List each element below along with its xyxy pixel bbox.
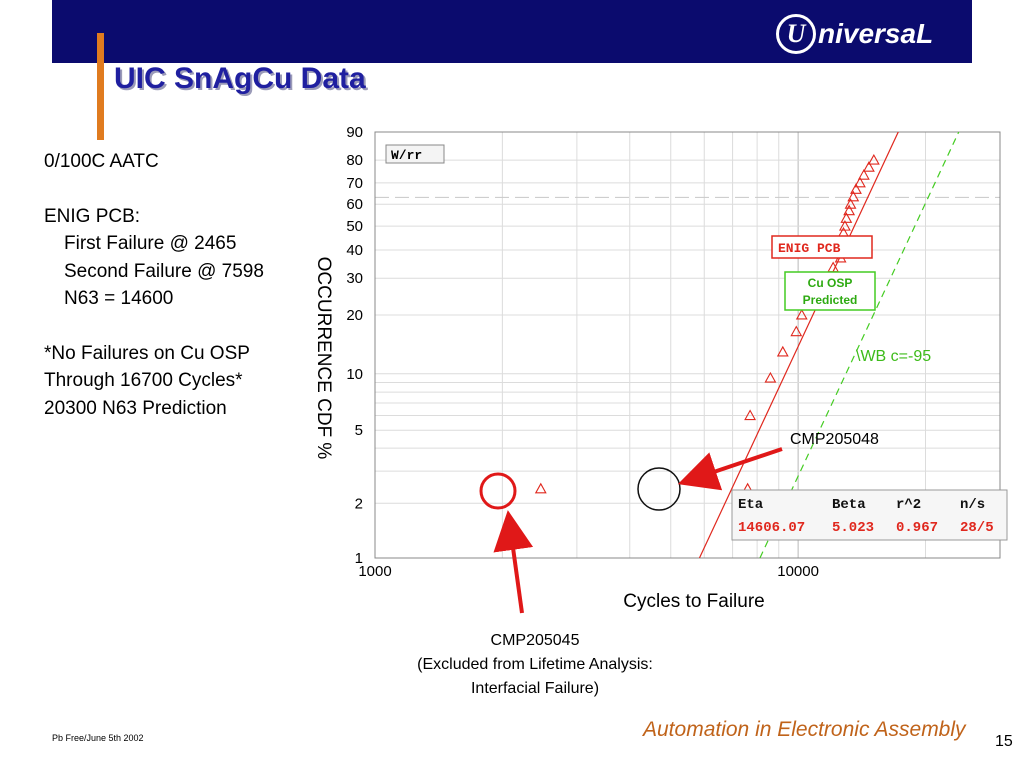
y-axis-label: OCCURRENCE CDF % <box>313 257 334 460</box>
data-point <box>840 212 853 223</box>
data-point <box>867 153 880 165</box>
accent-line <box>97 33 104 140</box>
osp-legend-line1: Cu OSP <box>808 276 853 290</box>
data-point <box>776 345 789 357</box>
weibull-chart: 1 2 5 10 20 30 40 50 60 70 80 90 1000 10000 Cycles t… <box>300 118 1020 618</box>
slide-title: UIC SnAgCu Data <box>114 62 366 95</box>
logo-mark: U <box>776 14 816 54</box>
arrow-cmp205045 <box>493 510 534 614</box>
callout-cmp205045-line1: CMP205045 <box>490 632 580 649</box>
callout-cmp205045: CMP205045 (Excluded from Lifetime Analys… <box>380 629 690 701</box>
method-text: W/rr <box>391 148 422 163</box>
stats-value-r2: 0.967 <box>896 520 938 536</box>
data-point <box>844 198 857 209</box>
x-tick-label: 10000 <box>777 563 819 580</box>
x-tick-label: 1000 <box>358 563 391 580</box>
note-line: N63 = 14600 <box>64 288 174 309</box>
data-point <box>857 169 870 180</box>
data-point <box>847 190 860 202</box>
osp-legend: Cu OSP Predicted <box>784 271 876 311</box>
y-tick-label: 1 <box>355 550 363 567</box>
data-point <box>764 371 777 383</box>
stats-header-r2: r^2 <box>896 497 921 513</box>
page-number: 15 <box>995 733 1013 750</box>
note-line: 20300 N63 Prediction <box>44 397 227 419</box>
y-tick-label: 50 <box>346 218 363 235</box>
data-point <box>744 409 757 421</box>
note-line: ENIG PCB: <box>44 205 141 227</box>
y-tick-label: 30 <box>346 270 363 287</box>
x-tick-labels: 1000 10000 <box>358 563 819 580</box>
y-tick-label: 5 <box>355 422 363 439</box>
y-tick-label: 10 <box>346 366 363 383</box>
enig-legend: ENIG PCB <box>771 235 873 259</box>
osp-legend-line2: Predicted <box>803 293 858 307</box>
note-line: First Failure @ 2465 <box>64 233 237 254</box>
fit-line <box>759 132 960 558</box>
y-tick-label: 40 <box>346 242 363 259</box>
stats-value-beta: 5.023 <box>832 520 874 536</box>
data-point <box>790 325 803 337</box>
stats-table: Eta Beta r^2 n/s 14606.07 5.023 0.967 28… <box>731 489 1008 541</box>
chart-svg: 1 2 5 10 20 30 40 50 60 70 80 90 1000 10000 Cycles t… <box>313 124 1008 614</box>
footer-date: Pb Free/June 5th 2002 <box>52 733 144 743</box>
data-point <box>838 219 851 231</box>
note-line: Through 16700 Cycles* <box>44 370 243 391</box>
logo-text: niversaL <box>818 18 934 49</box>
enig-legend-text: ENIG PCB <box>778 241 841 256</box>
y-tick-label: 2 <box>355 495 363 512</box>
fit-lines <box>698 132 960 558</box>
data-point <box>862 161 875 172</box>
stats-value-eta: 14606.07 <box>738 520 805 536</box>
data-point <box>850 183 862 194</box>
y-tick-label: 20 <box>346 307 363 324</box>
stats-value-ns: 28/5 <box>960 520 994 536</box>
arrow-cmp205048 <box>677 447 783 491</box>
callout-cmp205045-line2: (Excluded from Lifetime Analysis: <box>417 656 653 673</box>
data-point <box>843 204 856 216</box>
note-line: *No Failures on Cu OSP <box>44 342 250 364</box>
stats-header-ns: n/s <box>960 497 985 513</box>
y-tick-label: 80 <box>346 152 363 169</box>
footer-tagline: Automation in Electronic Assembly <box>643 718 966 741</box>
x-axis-label: Cycles to Failure <box>623 591 765 612</box>
y-tick-label: 70 <box>346 175 363 192</box>
y-tick-label: 60 <box>346 196 363 213</box>
method-label: W/rr <box>385 144 445 164</box>
data-point <box>854 176 866 188</box>
highlight-circle-cmp205045 <box>479 472 517 510</box>
data-point <box>534 482 547 494</box>
stats-header-eta: Eta <box>738 497 764 513</box>
callout-cmp205045-line3: Interfacial Failure) <box>470 680 600 697</box>
fit-line <box>698 132 899 558</box>
stats-header-beta: Beta <box>832 497 866 513</box>
notes-panel: 0/100C AATC ENIG PCB: First Failure @ 24… <box>44 148 264 422</box>
universal-logo: U niversaL <box>776 10 933 58</box>
data-point <box>795 308 808 320</box>
callout-cmp205048: CMP205048 <box>790 431 879 448</box>
y-tick-labels: 1 2 5 10 20 30 40 50 60 70 80 90 <box>346 124 363 567</box>
y-tick-label: 90 <box>346 124 363 141</box>
wb-note: \WB c=-95 <box>856 348 931 365</box>
plot-frame <box>374 131 1001 559</box>
note-line: Second Failure @ 7598 <box>64 260 264 282</box>
note-line: 0/100C AATC <box>44 151 159 172</box>
header-bar <box>52 0 972 63</box>
